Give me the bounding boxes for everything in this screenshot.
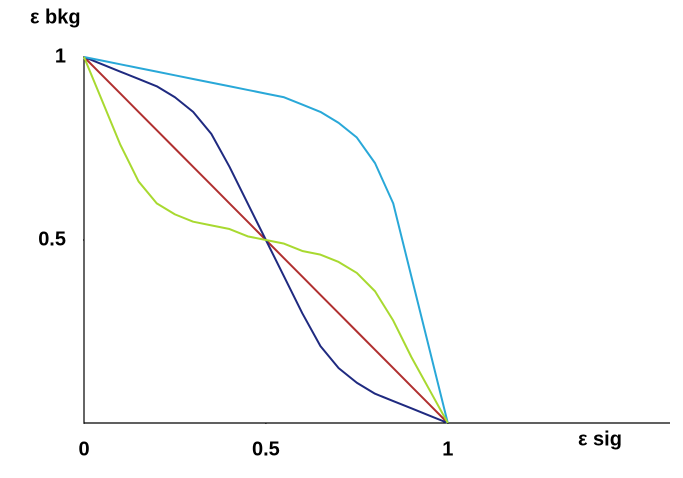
x-tick-label: 0: [78, 438, 89, 460]
series-line: [83, 56, 449, 424]
x-tick-label: 0.5: [252, 438, 280, 460]
y-tick-label: 1: [55, 45, 66, 67]
x-tick-label: 1: [442, 438, 453, 460]
x-axis-label: ε sig: [578, 428, 622, 450]
series-line: [83, 56, 449, 424]
y-axis-label: ε bkg: [30, 6, 81, 28]
y-tick-label: 0.5: [38, 228, 66, 250]
